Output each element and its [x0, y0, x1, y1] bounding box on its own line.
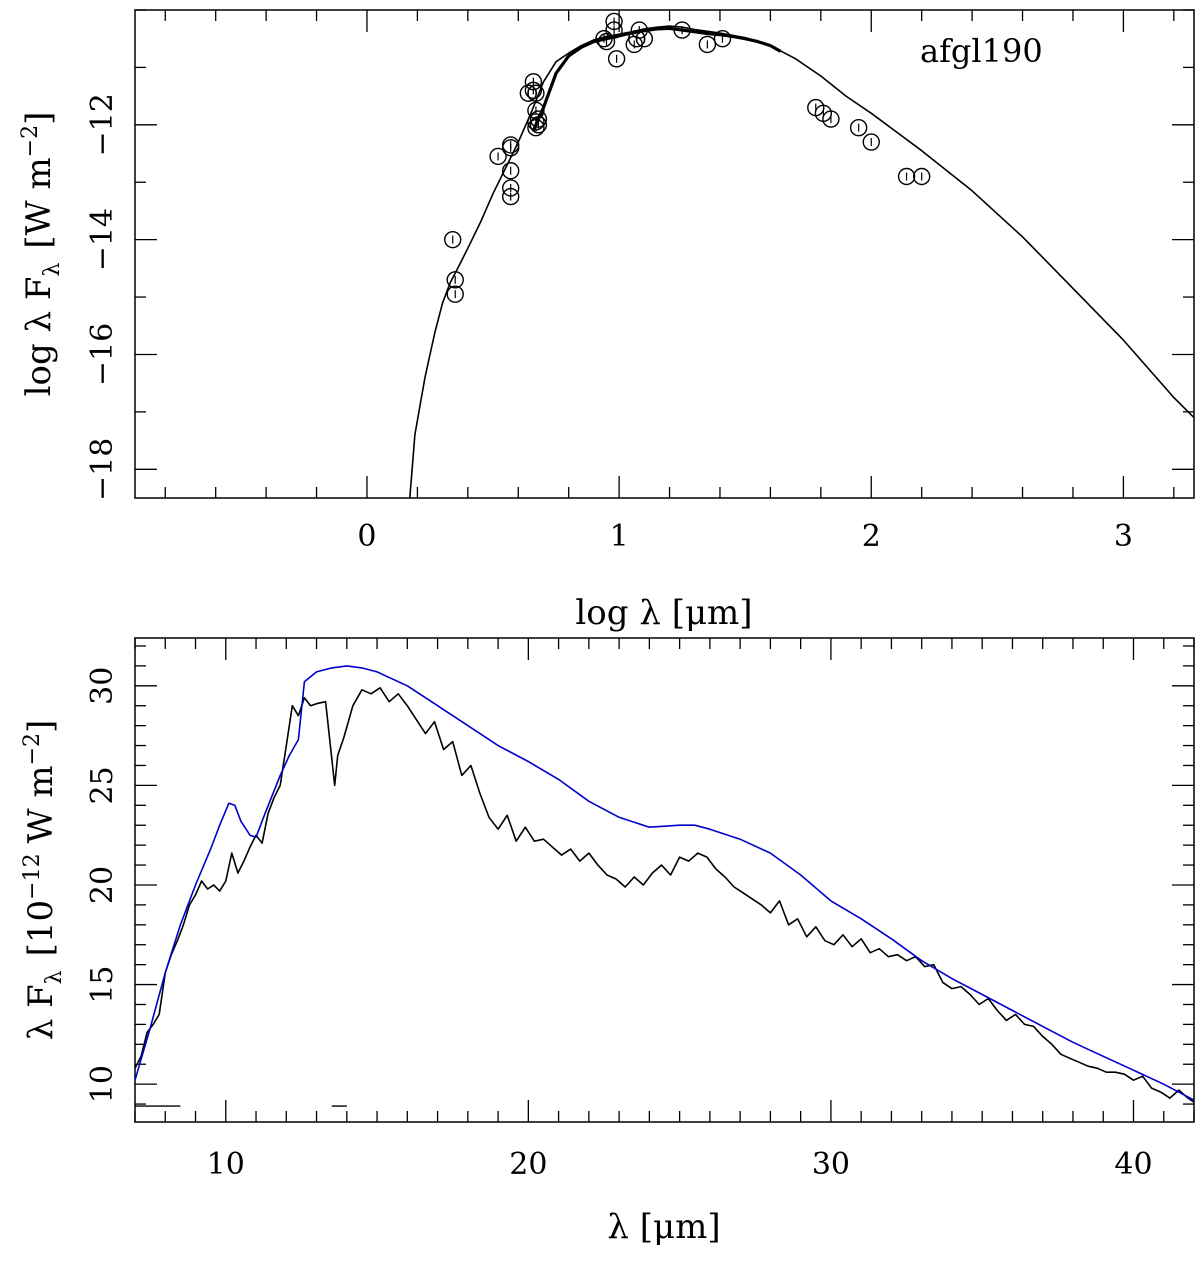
photometry-point: [527, 113, 545, 131]
photometry-marker: [446, 285, 464, 303]
object-name-annotation: afgl190: [920, 32, 1043, 70]
photometry-point: [524, 73, 543, 91]
photometry-marker: [605, 21, 623, 39]
photometry-marker: [595, 30, 613, 48]
bottom-y-tick-label: 15: [85, 965, 120, 1003]
photometry-point: [446, 285, 464, 303]
photometry-point: [501, 139, 520, 157]
top-y-axis-title-subscript: λ: [40, 263, 65, 277]
photometry-point: [673, 21, 691, 39]
bottom-x-tick-label: 10: [207, 1147, 245, 1182]
photometry-point: [605, 21, 623, 39]
photometry-marker: [713, 30, 732, 48]
photometry-marker: [489, 147, 507, 166]
top-y-tick-label: −16: [85, 323, 120, 386]
photometry-point: [635, 30, 654, 48]
bottom-plot-frame: [134, 637, 1195, 1123]
bottom-axis-ticks: [134, 638, 1195, 1122]
bottom-observed-line: [135, 686, 1194, 1103]
photometry-point: [501, 187, 520, 206]
photometry-marker: [897, 167, 916, 186]
top-axis-ticks: [135, 9, 1194, 498]
bottom-x-tick-label: 40: [1114, 1147, 1152, 1182]
top-model-line: [409, 25, 1194, 498]
top-x-axis-title: log λ [μm]: [575, 593, 752, 633]
top-x-tick-label: 3: [1114, 519, 1133, 554]
photometry-marker: [529, 110, 548, 128]
bottom-spectrum-panel: 10 20 30 40 10 15 20 25 30 λ [μm] λ Fλ [10−12 W m−…: [20, 637, 1195, 1247]
photometry-marker: [607, 50, 626, 68]
bottom-x-axis-title: λ [μm]: [607, 1207, 720, 1247]
photometry-point: [822, 110, 840, 128]
photometry-point: [595, 30, 613, 48]
photometry-point: [625, 35, 643, 54]
photometry-point: [713, 30, 732, 48]
top-y-axis-title-close: ]: [19, 112, 59, 125]
top-observed-spectrum-line: [531, 26, 782, 132]
photometry-marker: [501, 162, 520, 180]
bottom-tick-labels: 10 20 30 40 10 15 20 25 30: [85, 667, 1153, 1182]
bottom-y-tick-label: 30: [85, 667, 120, 705]
photometry-point: [607, 50, 626, 68]
photometry-point: [897, 167, 916, 186]
photometry-point: [444, 230, 462, 249]
bottom-plot-area: [135, 665, 1194, 1107]
top-y-tick-label: −18: [85, 438, 120, 501]
top-y-axis-title: log λ Fλ [W m−2]: [18, 112, 65, 397]
top-y-axis-title-main: log λ F: [19, 277, 59, 397]
photometry-point: [446, 271, 464, 289]
bottom-y-axis-title-subscript: λ: [42, 970, 67, 984]
photometry-marker: [524, 73, 543, 91]
top-x-tick-label: 2: [862, 519, 881, 554]
photometry-marker: [822, 110, 840, 128]
photometry-marker: [912, 167, 931, 186]
photometry-marker: [501, 187, 520, 206]
bottom-y-axis-title-superscript: −12: [20, 853, 45, 899]
photometry-marker: [527, 113, 545, 131]
bottom-y-tick-label: 20: [85, 866, 120, 904]
top-x-tick-label: 1: [610, 519, 629, 554]
photometry-point: [849, 118, 868, 137]
photometry-marker: [446, 271, 464, 289]
photometry-point: [912, 167, 931, 186]
photometry-marker: [849, 118, 868, 137]
bottom-x-tick-label: 30: [812, 1147, 850, 1182]
photometry-point: [529, 110, 548, 128]
top-x-tick-label: 0: [357, 519, 376, 554]
top-y-axis-title-units: [W m: [19, 157, 59, 248]
photometry-point: [527, 84, 545, 102]
photometry-marker: [635, 30, 654, 48]
top-y-axis-title-superscript: −2: [18, 125, 43, 157]
bottom-x-tick-label: 20: [509, 1147, 547, 1182]
photometry-marker: [698, 35, 717, 54]
bottom-y-tick-label: 10: [85, 1065, 120, 1103]
photometry-point: [698, 35, 717, 54]
photometry-point: [501, 162, 520, 180]
bottom-y-tick-label: 25: [85, 766, 120, 804]
top-sed-panel: 0 1 2 3 −12 −14 −16 −18 afgl190 log λ [μm] log …: [18, 9, 1195, 633]
bottom-y-axis-title-close: ]: [21, 720, 61, 733]
bottom-y-axis-title-main: λ F: [21, 984, 61, 1040]
photometry-marker: [630, 21, 648, 39]
photometry-marker: [444, 230, 462, 249]
bottom-y-axis-title-superscript-2: −2: [20, 733, 45, 765]
photometry-marker: [501, 139, 520, 157]
bottom-y-axis-title-units: [10: [21, 900, 61, 957]
photometry-point: [489, 147, 507, 166]
top-plot-frame: [134, 9, 1195, 499]
top-tick-labels: 0 1 2 3 −12 −14 −16 −18: [85, 93, 1133, 554]
photometry-marker: [527, 84, 545, 102]
bottom-y-axis-title-rest: W m: [21, 765, 61, 843]
bottom-y-axis-title: λ Fλ [10−12 W m−2]: [20, 720, 67, 1041]
photometry-point: [862, 133, 880, 151]
top-plot-area: [409, 12, 1194, 498]
top-y-tick-label: −12: [85, 93, 120, 156]
top-y-tick-label: −14: [85, 208, 120, 271]
photometry-marker: [673, 21, 691, 39]
bottom-model-line: [135, 665, 1194, 1101]
photometry-marker: [862, 133, 880, 151]
